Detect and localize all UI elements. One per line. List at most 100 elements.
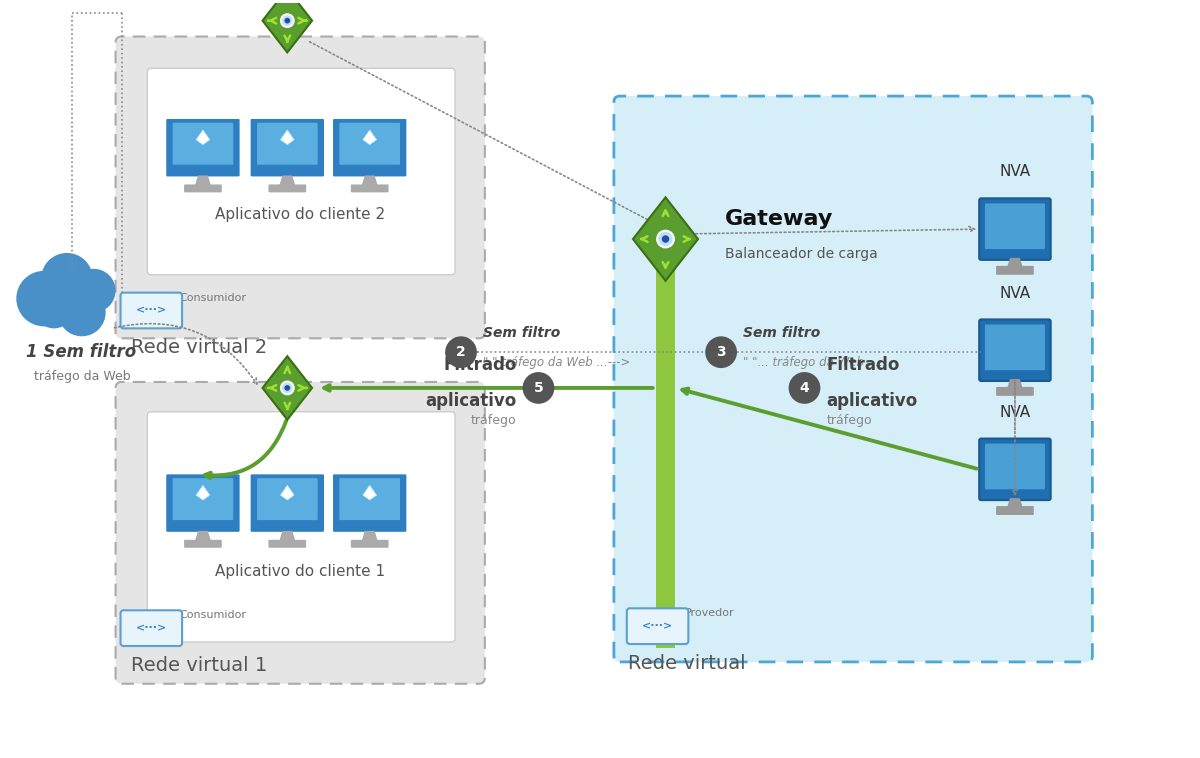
Text: tráfego: tráfego (827, 414, 872, 427)
FancyBboxPatch shape (115, 382, 485, 684)
FancyBboxPatch shape (979, 319, 1051, 381)
Polygon shape (1007, 379, 1022, 389)
Text: aplicativo: aplicativo (425, 392, 517, 410)
Circle shape (72, 269, 115, 312)
Circle shape (281, 14, 294, 27)
Polygon shape (1007, 258, 1022, 268)
Circle shape (661, 235, 670, 243)
FancyBboxPatch shape (257, 478, 318, 520)
FancyBboxPatch shape (985, 443, 1045, 490)
Polygon shape (280, 531, 295, 540)
Polygon shape (1007, 498, 1022, 508)
Text: 3: 3 (716, 345, 726, 359)
Text: Rede virtual 1: Rede virtual 1 (132, 656, 268, 675)
FancyBboxPatch shape (269, 184, 306, 193)
Polygon shape (362, 485, 377, 500)
Text: " "... tráfego da Web .....: " "... tráfego da Web ..... (743, 356, 887, 369)
Polygon shape (263, 356, 312, 420)
Text: 4: 4 (799, 381, 809, 395)
FancyBboxPatch shape (173, 123, 233, 164)
FancyBboxPatch shape (120, 610, 182, 646)
FancyBboxPatch shape (250, 473, 325, 533)
Circle shape (34, 289, 74, 328)
Text: tráfego da Web: tráfego da Web (34, 370, 131, 383)
Polygon shape (263, 0, 312, 52)
Text: NVA: NVA (1000, 286, 1031, 301)
FancyBboxPatch shape (166, 118, 241, 177)
Circle shape (788, 372, 821, 404)
FancyBboxPatch shape (148, 68, 455, 274)
Text: <···>: <···> (136, 623, 167, 633)
Text: Aplicativo do cliente 1: Aplicativo do cliente 1 (215, 564, 385, 579)
Text: tráfego: tráfego (470, 414, 517, 427)
Text: NVA: NVA (1000, 164, 1031, 180)
Polygon shape (194, 531, 211, 540)
FancyBboxPatch shape (115, 36, 485, 338)
Text: " " tráfego da Web ...--->: " " tráfego da Web ...---> (482, 356, 630, 369)
Polygon shape (361, 531, 378, 540)
Text: 5: 5 (534, 381, 544, 395)
Circle shape (58, 289, 106, 337)
Polygon shape (194, 176, 211, 186)
Circle shape (284, 385, 290, 391)
Circle shape (445, 337, 476, 368)
Text: Consumidor: Consumidor (179, 293, 246, 302)
FancyBboxPatch shape (996, 387, 1033, 396)
FancyBboxPatch shape (173, 478, 233, 520)
FancyBboxPatch shape (996, 506, 1033, 515)
FancyBboxPatch shape (985, 203, 1045, 249)
FancyBboxPatch shape (269, 540, 306, 548)
FancyBboxPatch shape (184, 184, 222, 193)
Circle shape (281, 381, 294, 394)
Text: <···>: <···> (136, 305, 167, 315)
Text: Rede virtual 2: Rede virtual 2 (132, 338, 268, 357)
Text: NVA: NVA (1000, 405, 1031, 420)
Text: Gateway: Gateway (725, 209, 834, 229)
FancyBboxPatch shape (340, 478, 400, 520)
Polygon shape (196, 130, 210, 145)
Text: Rede virtual: Rede virtual (628, 654, 745, 673)
Circle shape (522, 372, 554, 404)
Polygon shape (362, 130, 377, 145)
FancyBboxPatch shape (120, 293, 182, 328)
Circle shape (658, 230, 674, 247)
Polygon shape (280, 176, 295, 186)
Polygon shape (361, 176, 378, 186)
FancyBboxPatch shape (979, 439, 1051, 500)
Circle shape (706, 337, 737, 368)
Circle shape (41, 253, 92, 305)
Text: Filtrado: Filtrado (827, 356, 900, 374)
Text: Sem filtro: Sem filtro (743, 326, 820, 340)
FancyBboxPatch shape (614, 96, 1092, 662)
FancyBboxPatch shape (350, 184, 389, 193)
FancyBboxPatch shape (332, 473, 408, 533)
FancyBboxPatch shape (184, 540, 222, 548)
Polygon shape (196, 485, 210, 500)
FancyBboxPatch shape (340, 123, 400, 164)
Polygon shape (281, 130, 294, 145)
FancyBboxPatch shape (148, 412, 455, 642)
Text: aplicativo: aplicativo (827, 392, 918, 410)
FancyBboxPatch shape (996, 266, 1033, 274)
Polygon shape (632, 197, 698, 280)
Circle shape (284, 17, 290, 23)
Polygon shape (281, 485, 294, 500)
Circle shape (17, 271, 72, 327)
Text: <···>: <···> (642, 621, 673, 631)
FancyBboxPatch shape (985, 324, 1045, 370)
Text: Consumidor: Consumidor (179, 610, 246, 620)
Text: 2: 2 (456, 345, 466, 359)
Text: Sem filtro: Sem filtro (482, 326, 560, 340)
Text: Filtrado: Filtrado (443, 356, 517, 374)
Text: 1 Sem filtro: 1 Sem filtro (26, 343, 137, 362)
Text: Aplicativo do cliente 2: Aplicativo do cliente 2 (215, 207, 385, 222)
FancyBboxPatch shape (626, 609, 689, 644)
FancyBboxPatch shape (250, 118, 325, 177)
Text: Provedor: Provedor (685, 608, 734, 619)
FancyBboxPatch shape (350, 540, 389, 548)
FancyBboxPatch shape (166, 473, 241, 533)
Bar (655, 259, 676, 648)
FancyBboxPatch shape (332, 118, 408, 177)
FancyBboxPatch shape (979, 199, 1051, 260)
FancyBboxPatch shape (257, 123, 318, 164)
